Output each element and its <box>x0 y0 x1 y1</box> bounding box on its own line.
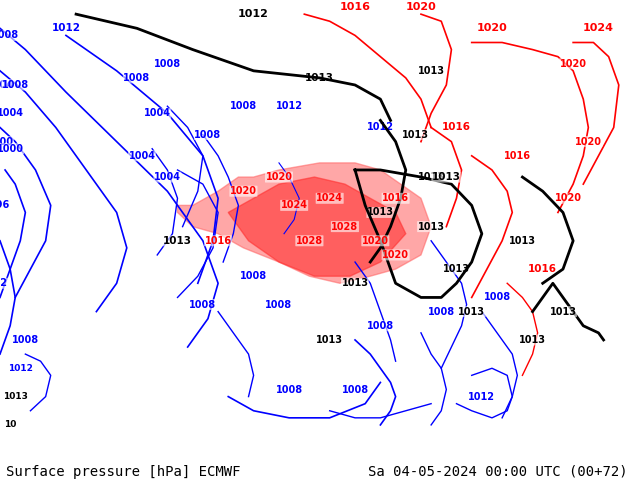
Text: 1016: 1016 <box>504 151 531 161</box>
Text: 1004: 1004 <box>129 151 155 161</box>
Text: 1008: 1008 <box>276 385 302 394</box>
Text: 1020: 1020 <box>555 193 581 203</box>
Text: 1008: 1008 <box>195 129 221 140</box>
Text: 1008: 1008 <box>484 293 510 302</box>
Text: 1024: 1024 <box>583 24 614 33</box>
Text: 1012: 1012 <box>0 278 8 288</box>
Text: 1020: 1020 <box>362 236 389 246</box>
Text: 1008: 1008 <box>190 299 216 310</box>
Text: 1000: 1000 <box>0 144 23 154</box>
Text: 1013: 1013 <box>305 73 334 83</box>
Text: 1008: 1008 <box>124 73 150 83</box>
Text: 1016: 1016 <box>442 122 471 132</box>
Text: 1013: 1013 <box>342 278 368 288</box>
Text: 1024: 1024 <box>316 193 343 203</box>
Text: 1008: 1008 <box>428 307 455 317</box>
Text: 1028: 1028 <box>296 236 323 246</box>
Text: 1020: 1020 <box>406 2 436 12</box>
Text: 1013: 1013 <box>509 236 536 246</box>
Text: 1012: 1012 <box>276 101 302 111</box>
Text: 10: 10 <box>4 420 16 429</box>
Text: 1012: 1012 <box>51 24 81 33</box>
Text: 1020: 1020 <box>560 59 586 69</box>
Text: 1013: 1013 <box>3 392 28 401</box>
Text: Surface pressure [hPa] ECMWF: Surface pressure [hPa] ECMWF <box>6 465 241 479</box>
Text: 1016: 1016 <box>382 193 409 203</box>
Text: 1020: 1020 <box>266 172 292 182</box>
Text: 1008: 1008 <box>12 335 39 345</box>
Text: 1013: 1013 <box>316 335 343 345</box>
Text: 1004: 1004 <box>144 108 171 118</box>
Text: 1013: 1013 <box>519 335 546 345</box>
Text: 1024: 1024 <box>281 200 307 210</box>
Text: 1012: 1012 <box>238 9 269 19</box>
Text: 1013: 1013 <box>550 307 576 317</box>
Text: 1013: 1013 <box>367 207 394 218</box>
Text: 1013: 1013 <box>458 307 485 317</box>
Text: 1013: 1013 <box>418 66 444 76</box>
Text: 1016: 1016 <box>205 236 231 246</box>
Text: 1028: 1028 <box>332 221 358 232</box>
Text: 1013: 1013 <box>163 236 192 246</box>
Text: 1020: 1020 <box>230 186 257 196</box>
Text: 1004: 1004 <box>0 80 13 90</box>
Text: 1008: 1008 <box>230 101 257 111</box>
Text: 1013: 1013 <box>432 172 461 182</box>
Text: 996: 996 <box>0 200 10 210</box>
Text: 1000: 1000 <box>0 137 13 147</box>
Text: 1020: 1020 <box>477 24 507 33</box>
Text: 1008: 1008 <box>367 321 394 331</box>
Text: 1012: 1012 <box>8 364 33 373</box>
Text: 1008: 1008 <box>0 30 18 40</box>
Text: 1012: 1012 <box>469 392 495 402</box>
Text: 1020: 1020 <box>382 250 409 260</box>
Polygon shape <box>228 177 406 276</box>
Text: 1004: 1004 <box>154 172 181 182</box>
Text: 1013: 1013 <box>418 172 444 182</box>
Text: 1013: 1013 <box>403 129 429 140</box>
Text: 1004: 1004 <box>0 108 23 118</box>
Polygon shape <box>178 163 431 283</box>
Text: 1008: 1008 <box>342 385 368 394</box>
Text: 1013: 1013 <box>418 221 444 232</box>
Text: 1008: 1008 <box>240 271 267 281</box>
Text: 1008: 1008 <box>266 299 292 310</box>
Text: 1016: 1016 <box>528 264 557 274</box>
Text: 1008: 1008 <box>154 59 181 69</box>
Text: 1008: 1008 <box>2 80 29 90</box>
Text: Sa 04-05-2024 00:00 UTC (00+72): Sa 04-05-2024 00:00 UTC (00+72) <box>368 465 628 479</box>
Text: 1020: 1020 <box>575 137 602 147</box>
Text: 1016: 1016 <box>340 2 370 12</box>
Text: 1012: 1012 <box>367 122 394 132</box>
Text: 1013: 1013 <box>443 264 470 274</box>
